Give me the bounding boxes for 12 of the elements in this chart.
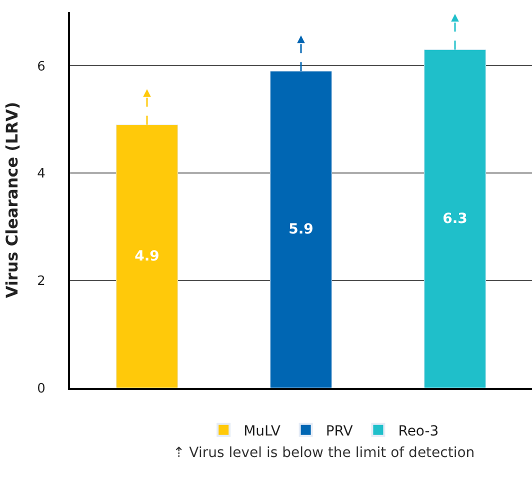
- legend-label: PRV: [326, 423, 354, 440]
- y-tick-label: 2: [37, 274, 46, 290]
- data-label: 6.3: [442, 210, 468, 227]
- data-label: 5.9: [288, 222, 314, 238]
- legend-label: Reo-3: [398, 423, 439, 440]
- legend-label: MuLV: [244, 423, 281, 440]
- data-label: 4.9: [134, 248, 160, 264]
- y-tick-label: 6: [37, 59, 46, 74]
- y-axis-title: Virus Clearance (LRV): [2, 102, 22, 298]
- y-tick-label: 0: [37, 382, 46, 397]
- text: ⇡ Virus level is below the limit of detection: [173, 445, 475, 461]
- y-tick-label: 4: [37, 166, 46, 182]
